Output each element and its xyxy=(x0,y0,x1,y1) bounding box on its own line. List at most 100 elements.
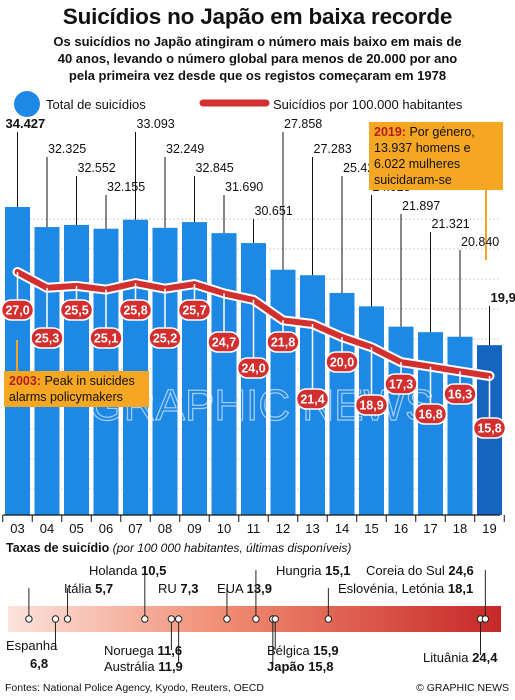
rate-label-05: 25,5 xyxy=(59,285,94,321)
x-tick-label: 04 xyxy=(40,521,54,536)
country-label-espanha: Espanha xyxy=(6,638,58,653)
rate-label-14: 20,0 xyxy=(325,337,359,373)
rate-tag xyxy=(295,388,330,410)
callout-2019: 2019: Por género, 13.937 homens e 6.022 … xyxy=(369,122,503,190)
subtitle-line: Os suicídios no Japão atingiram o número… xyxy=(53,34,462,49)
bar-value-label: 30.651 xyxy=(255,204,293,218)
rate-value-label: 20,0 xyxy=(330,356,354,370)
rates-heading: Taxas de suicídio (por 100 000 habitante… xyxy=(6,541,351,555)
x-tick-label: 08 xyxy=(158,521,172,536)
x-tick-label: 11 xyxy=(247,521,261,536)
bar-value-label: 31.690 xyxy=(225,180,263,194)
rate-point-dot xyxy=(63,615,72,623)
bar-value-label: 20.840 xyxy=(461,235,499,249)
rate-label-13: 21,4 xyxy=(295,324,330,410)
country-label-belgica: Bélgica 15,9 xyxy=(267,643,339,658)
x-tick-label: 13 xyxy=(305,521,319,536)
country-label-noruega: Noruega 11,6 xyxy=(104,643,183,658)
x-tick-label: 03 xyxy=(10,521,24,536)
rate-point-dot xyxy=(324,615,333,623)
rate-label-12: 21,8 xyxy=(266,320,300,353)
rate-tag xyxy=(0,299,35,321)
country-label-italia: Itália 5,7 xyxy=(64,581,114,596)
rate-label-18: 16,3 xyxy=(443,371,477,405)
rate-value-label: 25,1 xyxy=(94,332,118,346)
callout-2003-year: 2003: xyxy=(9,374,41,388)
rate-point-dot xyxy=(223,615,231,623)
rate-point-it-lia xyxy=(25,588,33,623)
bar-05 xyxy=(64,224,89,515)
rate-tag xyxy=(30,327,64,349)
rate-point-eslov-nia-let-nia xyxy=(324,588,333,623)
rate-label-10: 24,7 xyxy=(207,293,241,353)
rate-tag xyxy=(118,299,153,321)
rate-value-label: 24,0 xyxy=(241,362,265,376)
bar-09 xyxy=(182,222,207,515)
rate-point-dot xyxy=(252,615,260,623)
x-tick-label: 17 xyxy=(423,521,437,536)
rate-label-08: 25,2 xyxy=(148,288,182,349)
rate-value-label: 24,7 xyxy=(212,336,236,350)
rate-point-dot xyxy=(25,615,33,623)
rate-point-b-lgica xyxy=(271,615,279,650)
rates-subtitle: (por 100 000 habitantes, últimas disponí… xyxy=(112,541,352,555)
rate-tag xyxy=(177,299,212,321)
country-value-espanha: 6,8 xyxy=(30,656,49,671)
rate-value-label: 27,0 xyxy=(5,304,29,318)
rate-label-19: 15,8 xyxy=(472,376,507,439)
rate-label-04: 25,3 xyxy=(30,287,64,349)
bar-value-label: 33.093 xyxy=(137,117,175,131)
callout-2003: 2003: Peak in suicides alarms policymake… xyxy=(4,371,149,407)
source-note: Fontes: National Police Agency, Kyodo, R… xyxy=(5,682,264,694)
rate-value-label: 15,8 xyxy=(477,422,501,436)
rate-point-dot xyxy=(51,615,60,623)
legend-rate-label: Suicídios por 100.000 habitantes xyxy=(273,97,463,112)
callout-2003-text: alarms policymakers xyxy=(9,390,123,404)
rate-value-label: 25,3 xyxy=(35,332,59,346)
rate-point-eua xyxy=(223,588,231,623)
rate-label-17: 16,8 xyxy=(413,366,448,425)
rate-tag xyxy=(59,299,94,321)
chart-title: Suicídios no Japão em baixa recorde xyxy=(62,4,453,29)
rate-label-15: 18,9 xyxy=(354,347,389,416)
rate-point-dot xyxy=(174,615,183,623)
country-label-coreia: Coreia do Sul 24,6 xyxy=(366,563,474,578)
rate-point-noruega xyxy=(167,615,176,650)
rate-tag xyxy=(384,373,418,395)
rate-tag xyxy=(325,351,359,373)
rate-tag xyxy=(354,394,389,416)
country-label-australia: Austrália 11,9 xyxy=(104,659,183,674)
copyright: © GRAPHIC NEWS xyxy=(416,682,509,694)
rate-label-06: 25,1 xyxy=(89,289,123,349)
country-label-ru: RU 7,3 xyxy=(158,581,199,596)
rate-point-hungria xyxy=(252,570,260,623)
country-label-holanda: Holanda 10,5 xyxy=(89,563,167,578)
rate-label-09: 25,7 xyxy=(177,284,212,321)
rate-tag xyxy=(266,331,300,353)
callout-2019-year: 2019: xyxy=(374,125,406,139)
bar-value-label: 21.897 xyxy=(402,199,440,213)
rate-value-label: 21,8 xyxy=(271,336,295,350)
rates-title: Taxas de suicídio xyxy=(6,541,110,555)
bar-07 xyxy=(123,219,148,515)
bar-value-label: 19,959 xyxy=(491,290,515,305)
x-tick-label: 05 xyxy=(69,521,83,536)
rate-label-03: 27,0 xyxy=(0,272,35,321)
bar-value-label: 32.552 xyxy=(78,161,116,175)
country-label-lituania: Lituânia 24,4 xyxy=(423,650,498,665)
x-tick-label: 06 xyxy=(99,521,113,536)
rate-label-11: 24,0 xyxy=(236,299,271,379)
legend-total-label: Total de suicídios xyxy=(46,97,146,112)
rate-value-label: 17,3 xyxy=(389,378,413,392)
rate-tag xyxy=(89,327,123,349)
rate-tag xyxy=(413,403,448,425)
rate-value-label: 25,2 xyxy=(153,332,177,346)
bar-value-label: 32.249 xyxy=(166,142,204,156)
bar-value-label: 32.325 xyxy=(48,142,86,156)
chart-subtitle: Os suicídios no Japão atingiram o número… xyxy=(0,33,515,84)
country-label-japao: Japão 15,8 xyxy=(267,659,334,674)
bar-value-label: 32.845 xyxy=(196,161,234,175)
rate-value-label: 25,7 xyxy=(182,304,206,318)
country-label-hungria: Hungria 15,1 xyxy=(276,563,351,578)
